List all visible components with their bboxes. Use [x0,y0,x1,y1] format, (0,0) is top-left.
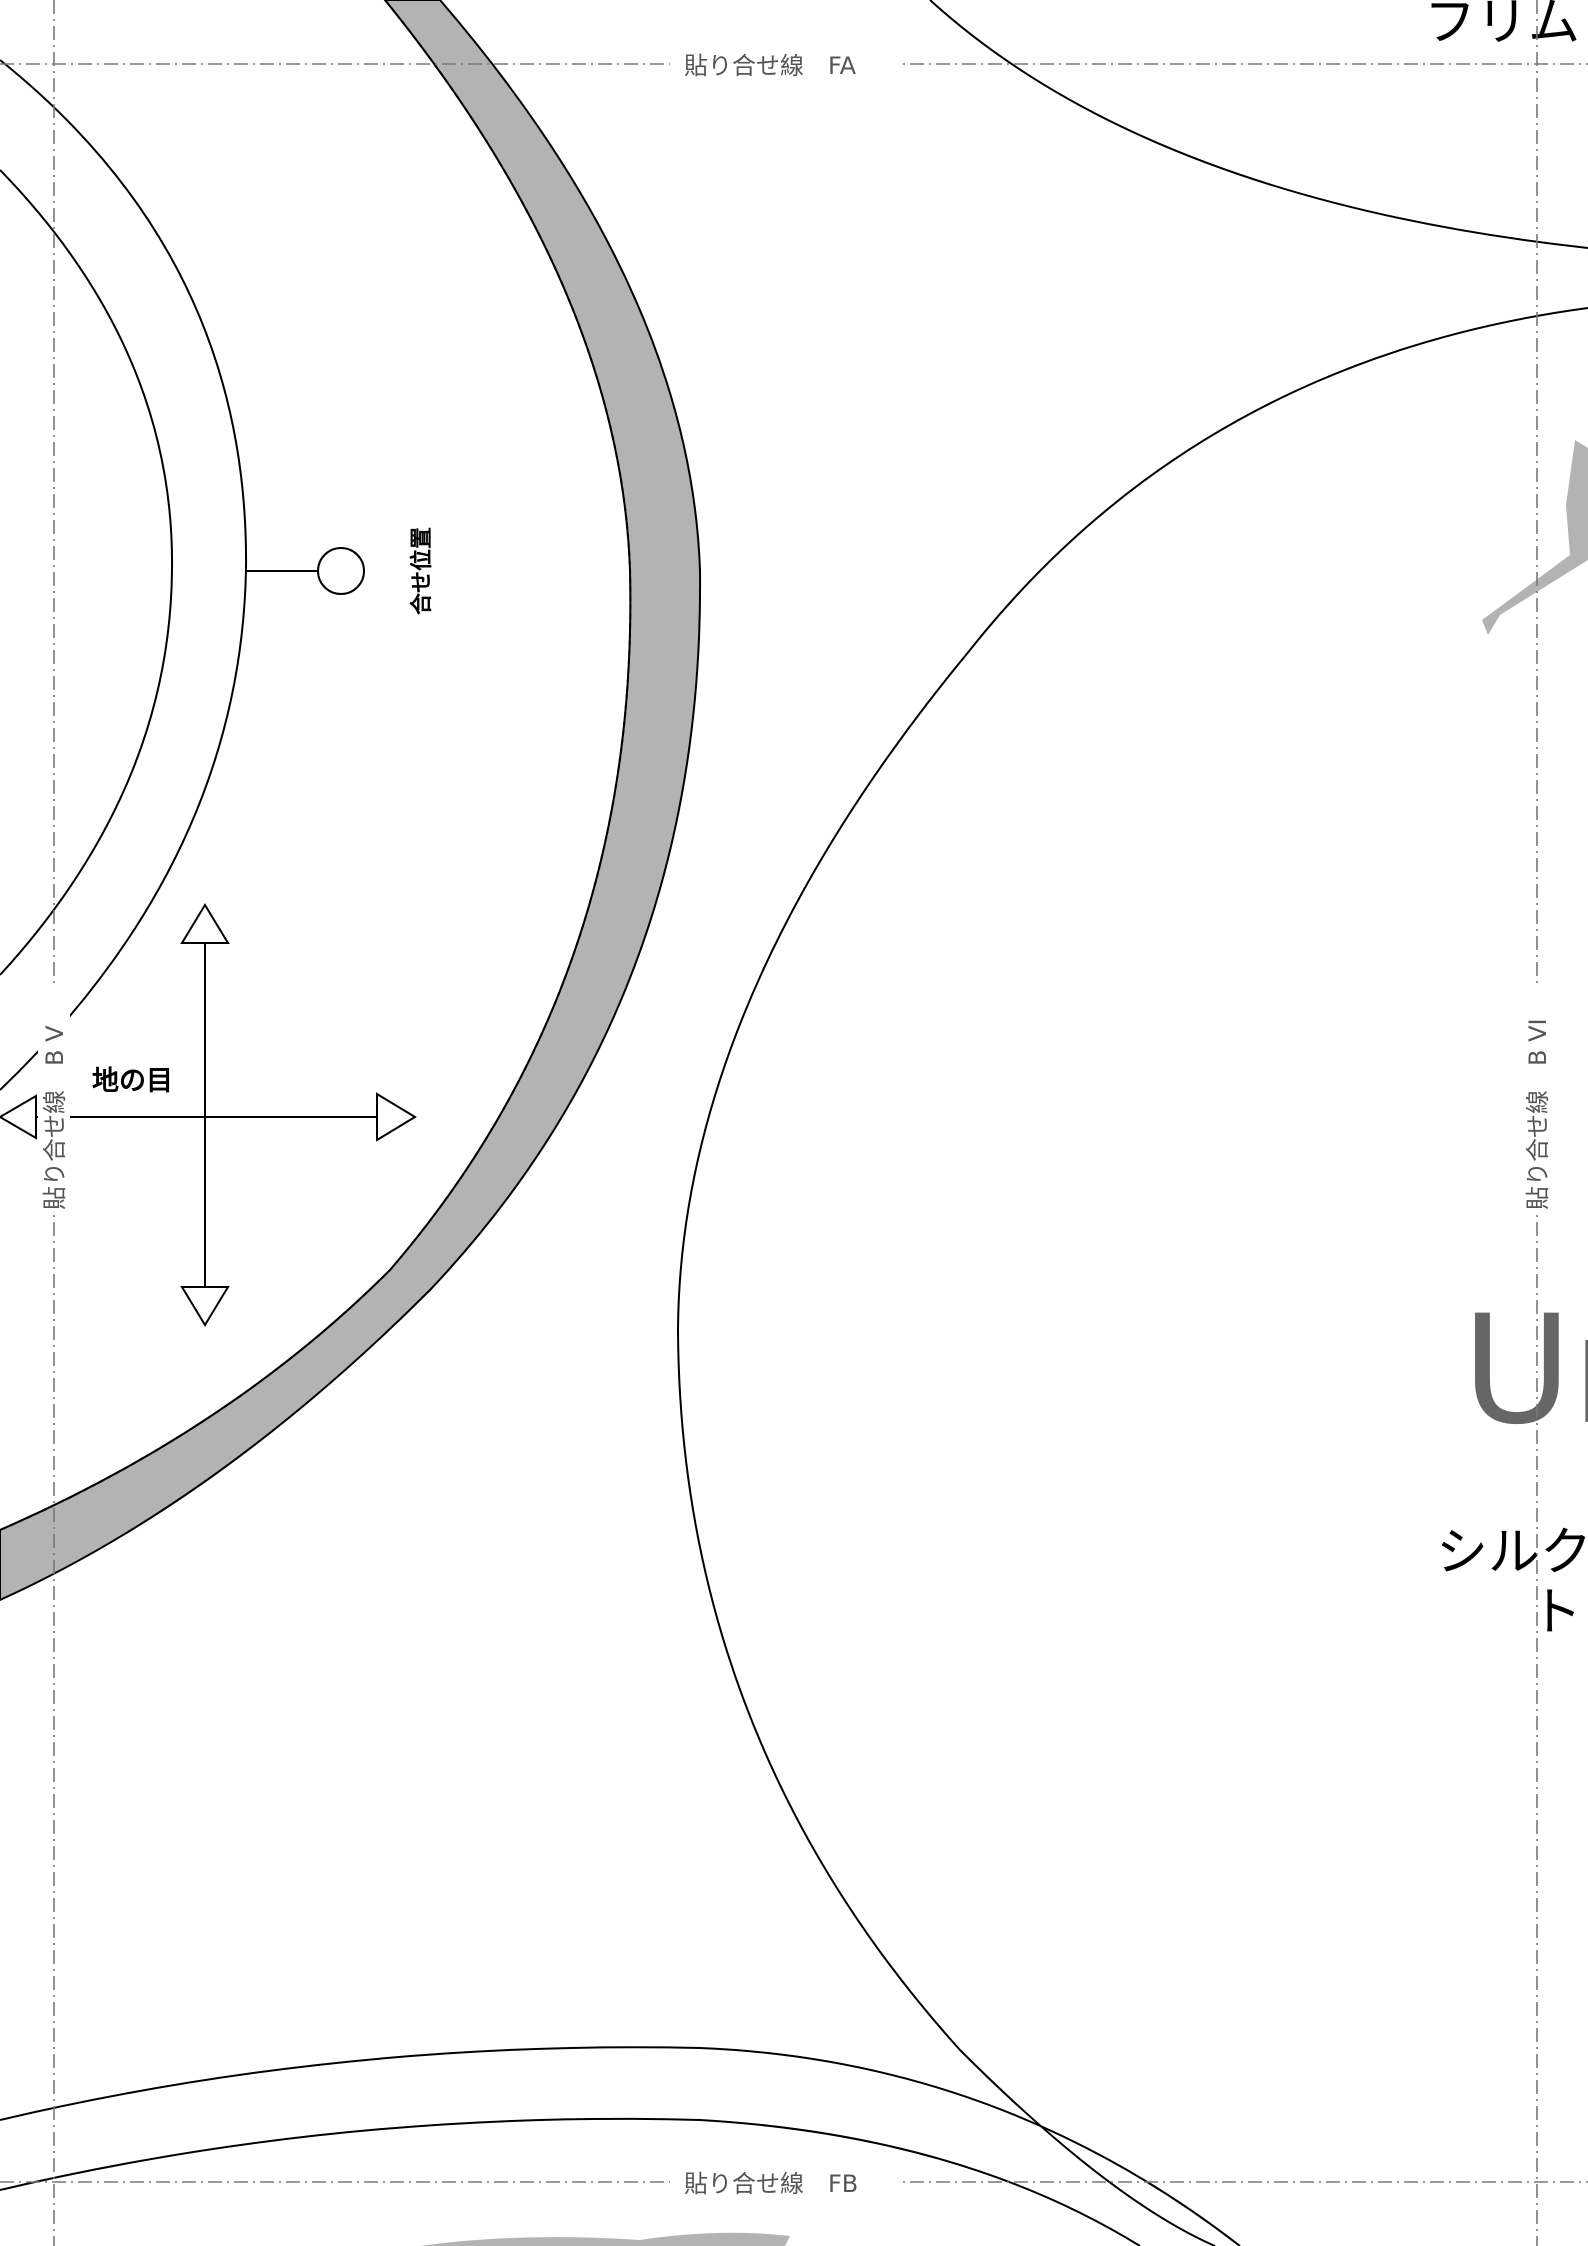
grain-label: 地の目 [92,1066,173,1097]
title-line-1: シルク [1436,1523,1588,1583]
match-position-circle [317,547,365,595]
glue-label-bv: 貼り合せ線 B V [41,1025,69,1210]
pattern-curve-inner [0,169,174,976]
brand-text: Ur [1462,1284,1588,1458]
fa-label-bg [670,46,902,82]
bvi-label-bg [1521,985,1553,1215]
bottom-piece-curve-outer [0,2046,1241,2246]
grain-arrow [0,903,417,1327]
top-right-piece-curve [929,0,1588,249]
match-position-label: 合せ位置 [409,527,435,615]
brand-decoration-bottom [420,2232,790,2246]
glue-label-fa: 貼り合せ線 FA [684,52,857,80]
cutting-line-dashed [0,0,632,1531]
title-line-2: トッ [1530,1583,1588,1643]
large-right-circle [676,307,1588,2246]
brand-decoration-top [1482,440,1588,635]
glue-label-bvi: 貼り合せ線 B VI [1524,1018,1552,1210]
bv-label-bg [38,985,70,1215]
top-right-title: フリム [1424,0,1580,53]
glue-label-fb: 貼り合せ線 FB [684,2170,858,2198]
bottom-piece-curve-inner [0,2117,1141,2246]
fb-label-bg [670,2164,902,2200]
